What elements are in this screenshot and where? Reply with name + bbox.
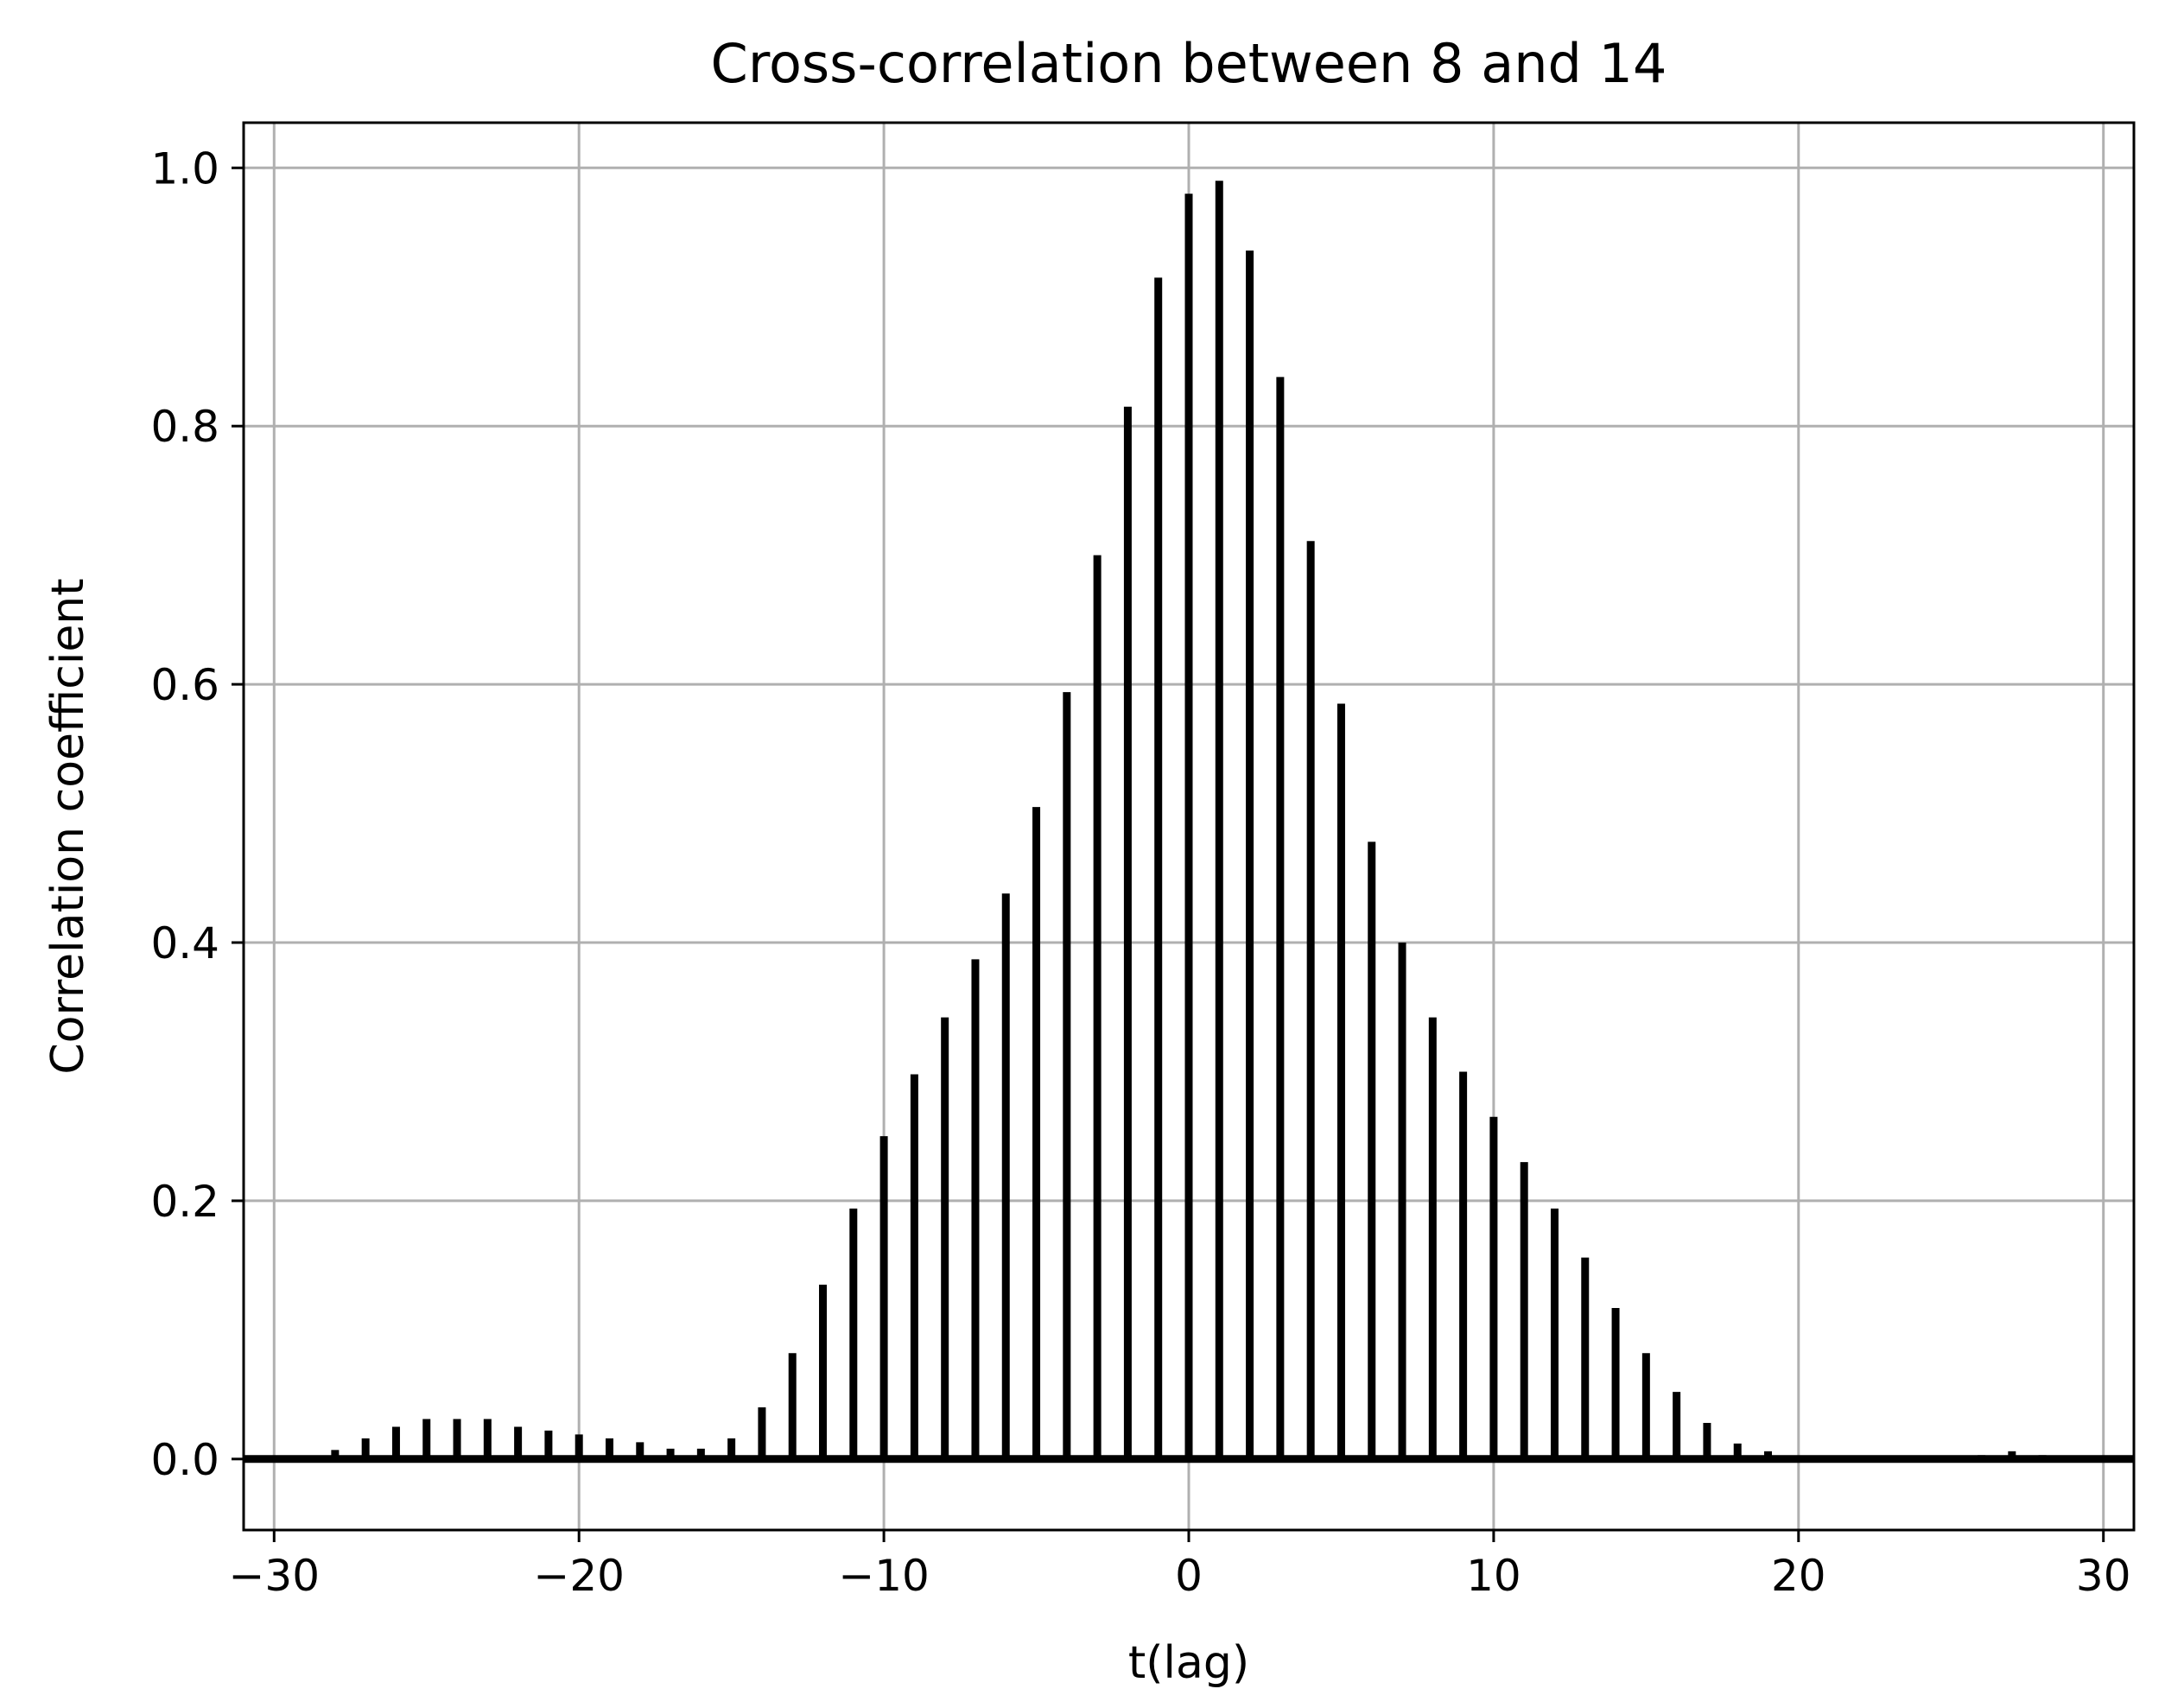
y-tick-label: 0.8 <box>150 402 219 452</box>
x-tick-label: −20 <box>533 1551 625 1601</box>
x-tick-label: 30 <box>2076 1551 2131 1601</box>
y-tick-label: 0.4 <box>150 918 219 968</box>
y-tick-label: 0.6 <box>150 660 219 710</box>
grid <box>244 123 2134 1530</box>
chart-title: Cross-correlation between 8 and 14 <box>711 32 1667 95</box>
y-tick-label: 1.0 <box>150 143 219 194</box>
y-tick-label: 0.0 <box>150 1435 219 1485</box>
x-tick-label: 0 <box>1175 1551 1203 1601</box>
x-tick-label: −30 <box>229 1551 321 1601</box>
x-axis-label: t(lag) <box>1128 1637 1249 1689</box>
x-tick-label: 20 <box>1771 1551 1826 1601</box>
y-tick-label: 0.2 <box>150 1177 219 1227</box>
bar-series <box>331 181 2047 1459</box>
ticks: −30 −20 −10 0 10 20 30 0.0 0.2 0.4 0.6 0.8 1.0 <box>150 143 2130 1601</box>
x-tick-label: −10 <box>838 1551 930 1601</box>
y-axis-label: Correlation coefficient <box>42 578 94 1074</box>
x-tick-label: 10 <box>1466 1551 1521 1601</box>
